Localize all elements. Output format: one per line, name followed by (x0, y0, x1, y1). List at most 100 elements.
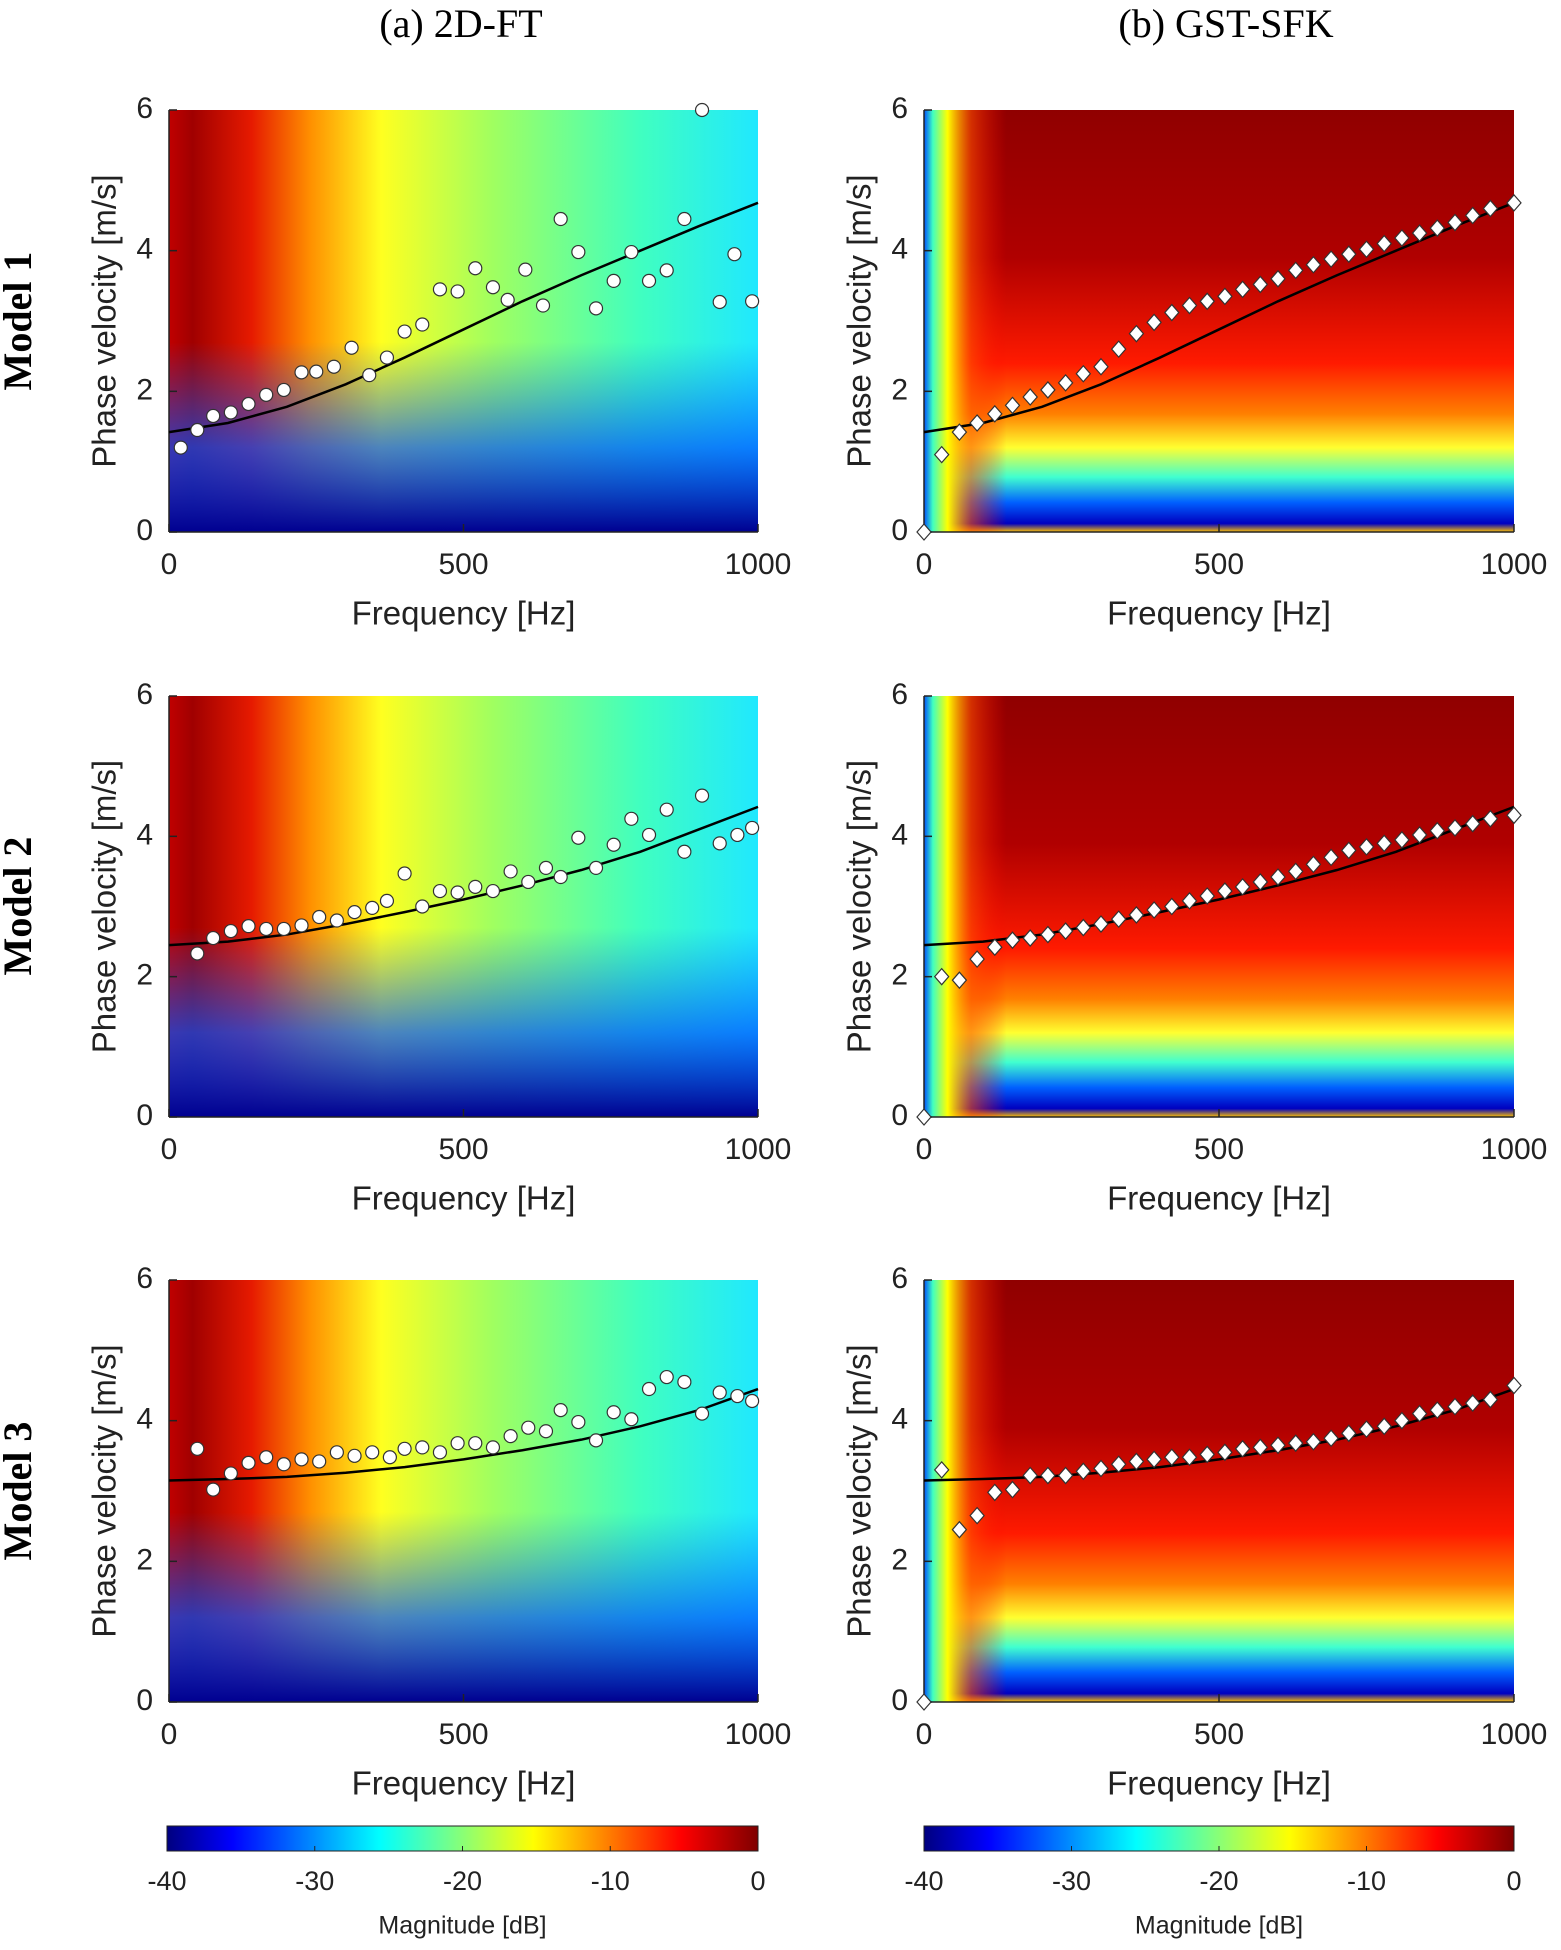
data-point (1482, 809, 1499, 828)
data-point (468, 879, 483, 894)
data-point (745, 294, 760, 309)
x-tick-label: 500 (1194, 548, 1244, 581)
data-point (347, 905, 362, 920)
y-tick-label: 2 (136, 1543, 153, 1576)
data-point (1482, 1390, 1499, 1409)
y-tick-label: 0 (891, 1684, 908, 1717)
data-point (916, 1108, 932, 1126)
data-point (1394, 229, 1410, 247)
data-point (379, 350, 395, 365)
data-point (173, 440, 188, 455)
data-point (1022, 388, 1038, 406)
y-axis-label: Phase velocity [m/s] (841, 1344, 878, 1637)
data-point (951, 971, 968, 990)
x-tick-label: 1000 (1481, 1133, 1548, 1166)
y-axis-label: Phase velocity [m/s] (86, 760, 123, 1053)
colorbar-tick-label: -40 (147, 1866, 186, 1896)
y-tick-label: 0 (136, 1684, 153, 1717)
data-point (1305, 1432, 1322, 1451)
data-point (624, 811, 639, 826)
data-point (1164, 303, 1180, 322)
data-point (432, 282, 448, 297)
colorbar-tick-label: -20 (443, 1866, 482, 1896)
data-point (677, 844, 692, 859)
colorbar-tick-label: -30 (1052, 1866, 1091, 1896)
data-point (1004, 1480, 1021, 1499)
data-point (933, 445, 950, 464)
data-point (1447, 1397, 1463, 1416)
data-point (730, 1388, 745, 1404)
data-point (397, 866, 412, 881)
x-tick-label: 0 (161, 548, 178, 581)
colorbar-label: Magnitude [dB] (378, 1912, 546, 1940)
data-point (1128, 906, 1145, 924)
data-point (276, 382, 291, 398)
y-tick-label: 6 (136, 1262, 153, 1295)
colorbar-tick-label: 0 (1506, 1866, 1521, 1896)
data-point (1506, 1376, 1522, 1395)
data-point (241, 919, 256, 934)
x-tick-label: 1000 (725, 1718, 792, 1751)
data-point (503, 1429, 518, 1444)
data-point (1146, 901, 1162, 919)
data-point (521, 1420, 536, 1435)
y-tick-label: 0 (891, 1099, 908, 1132)
data-point (1464, 1394, 1481, 1412)
data-point (1004, 396, 1021, 415)
data-point (969, 414, 985, 432)
data-point (329, 1445, 344, 1460)
data-point (588, 860, 604, 876)
data-point (1199, 1445, 1215, 1464)
data-point (294, 1452, 309, 1467)
data-point (712, 1385, 727, 1400)
x-tick-label: 0 (916, 1133, 933, 1166)
data-point (1394, 830, 1410, 849)
data-point (712, 294, 727, 310)
data-point (206, 930, 221, 946)
data-point (694, 1406, 710, 1421)
y-tick-label: 0 (136, 1099, 153, 1132)
data-point (415, 899, 430, 914)
data-point (1252, 873, 1269, 891)
y-axis-label: Phase velocity [m/s] (86, 1344, 123, 1637)
data-point (951, 423, 968, 442)
fit-curve (923, 201, 1515, 434)
data-point (624, 244, 639, 260)
x-tick-label: 1000 (725, 1133, 792, 1166)
data-point (745, 820, 760, 836)
data-point (1057, 373, 1074, 392)
y-tick-label: 6 (891, 678, 908, 711)
data-point (553, 211, 568, 227)
data-point (659, 263, 674, 278)
heatmap-edge (924, 1280, 1514, 1702)
column-title: (b) GST-SFK (1118, 1, 1333, 46)
y-tick-label: 2 (891, 1543, 908, 1576)
data-point (450, 284, 465, 299)
data-point (415, 317, 430, 332)
data-point (1270, 269, 1286, 288)
heatmap-shade (169, 1280, 758, 1702)
data-point (1181, 1448, 1198, 1467)
data-point (606, 1405, 621, 1420)
data-point (1506, 806, 1522, 825)
data-point (1040, 925, 1056, 944)
data-point (1411, 224, 1428, 242)
colorbar-tick-label: -40 (904, 1866, 943, 1896)
data-point (1270, 1436, 1286, 1455)
fit-curve (168, 805, 759, 947)
data-point (326, 359, 342, 374)
data-point (397, 324, 412, 339)
heatmap-shade (169, 696, 758, 1117)
data-point (1128, 324, 1145, 343)
data-point (677, 1374, 692, 1390)
heatmap-edge (924, 110, 1514, 532)
data-point (190, 946, 205, 961)
data-point (712, 836, 727, 851)
fit-curve (168, 1387, 759, 1482)
data-point (1287, 261, 1304, 280)
x-tick-label: 0 (161, 1718, 178, 1751)
data-point (659, 1369, 674, 1385)
data-point (553, 869, 568, 885)
data-point (1234, 877, 1251, 896)
